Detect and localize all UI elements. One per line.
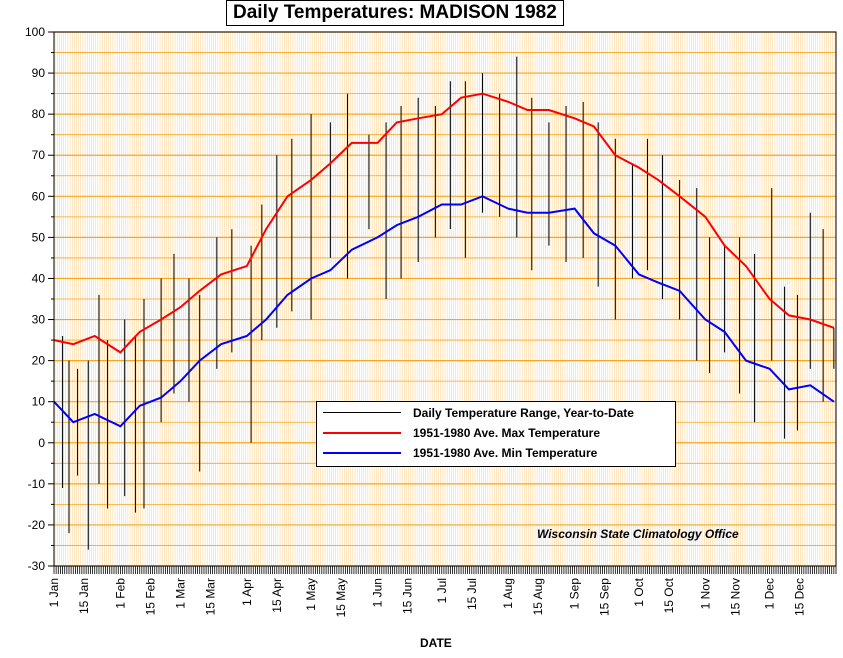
x-tick-label: 1 May	[304, 578, 318, 611]
y-tick-label: -10	[28, 477, 46, 491]
x-tick-label: 15 Sep	[598, 578, 612, 616]
y-tick-label: 100	[25, 25, 45, 39]
y-tick-label: 0	[38, 436, 45, 450]
y-tick-label: 60	[32, 189, 46, 203]
x-tick-label: 1 Oct	[632, 577, 646, 606]
legend-label-max: 1951-1980 Ave. Max Temperature	[413, 426, 600, 440]
x-tick-label: 1 Sep	[568, 578, 582, 610]
y-tick-label: 40	[32, 271, 46, 285]
legend-label-min: 1951-1980 Ave. Min Temperature	[413, 446, 598, 460]
legend: Daily Temperature Range, Year-to-Date 19…	[316, 401, 676, 467]
x-tick-label: 1 Jul	[435, 578, 449, 603]
y-tick-label: 30	[32, 313, 46, 327]
y-tick-label: 90	[32, 66, 46, 80]
grid-layer	[54, 31, 836, 567]
legend-item-range: Daily Temperature Range, Year-to-Date	[323, 404, 673, 422]
axis-layer: -30 -20 -10 0 10 20 30 40 50 60 70 80 90 100 1 Jan 15 J…	[25, 25, 837, 617]
legend-item-min: 1951-1980 Ave. Min Temperature	[323, 444, 673, 462]
x-tick-label: 15 Jan	[77, 578, 91, 614]
x-tick-label: 1 Aug	[501, 578, 515, 609]
x-tick-label: 1 Feb	[113, 578, 127, 609]
x-tick-label: 15 Apr	[270, 578, 284, 613]
legend-swatch-max	[323, 432, 401, 434]
x-tick-label: 1 Jun	[371, 578, 385, 607]
y-tick-label: -20	[28, 518, 46, 532]
x-tick-label: 15 Mar	[203, 578, 217, 615]
line-layer	[53, 92, 835, 428]
y-tick-label: 50	[32, 230, 46, 244]
y-tick-label: -30	[28, 559, 46, 573]
x-tick-label: 15 May	[334, 578, 348, 617]
x-tick-label: 15 Feb	[143, 578, 157, 616]
x-tick-label: 15 Jun	[401, 578, 415, 614]
x-tick-label: 1 Apr	[240, 578, 254, 606]
x-tick-label: 15 Nov	[728, 578, 742, 616]
x-axis-label: DATE	[420, 636, 452, 650]
x-tick-label: 15 Jul	[465, 578, 479, 610]
series-line-avg-min	[53, 195, 835, 428]
x-tick-label: 1 Jan	[47, 578, 61, 607]
x-tick-label: 1 Dec	[763, 578, 777, 609]
legend-label-range: Daily Temperature Range, Year-to-Date	[413, 406, 634, 420]
legend-item-max: 1951-1980 Ave. Max Temperature	[323, 424, 673, 442]
y-tick-label: 70	[32, 148, 46, 162]
x-tick-label: 1 Mar	[173, 578, 187, 609]
x-tick-label: 15 Aug	[531, 578, 545, 615]
y-tick-label: 80	[32, 107, 46, 121]
legend-swatch-range	[323, 412, 401, 413]
series-line-avg-max	[53, 92, 835, 354]
x-tick-label: 15 Oct	[662, 577, 676, 613]
chart-title: Daily Temperatures: MADISON 1982	[226, 0, 564, 26]
source-annotation: Wisconsin State Climatology Office	[537, 527, 739, 541]
x-tick-label: 15 Dec	[793, 578, 807, 616]
legend-swatch-min	[323, 452, 401, 454]
y-tick-label: 20	[32, 354, 46, 368]
x-tick-label: 1 Nov	[698, 578, 712, 609]
y-tick-label: 10	[32, 395, 46, 409]
